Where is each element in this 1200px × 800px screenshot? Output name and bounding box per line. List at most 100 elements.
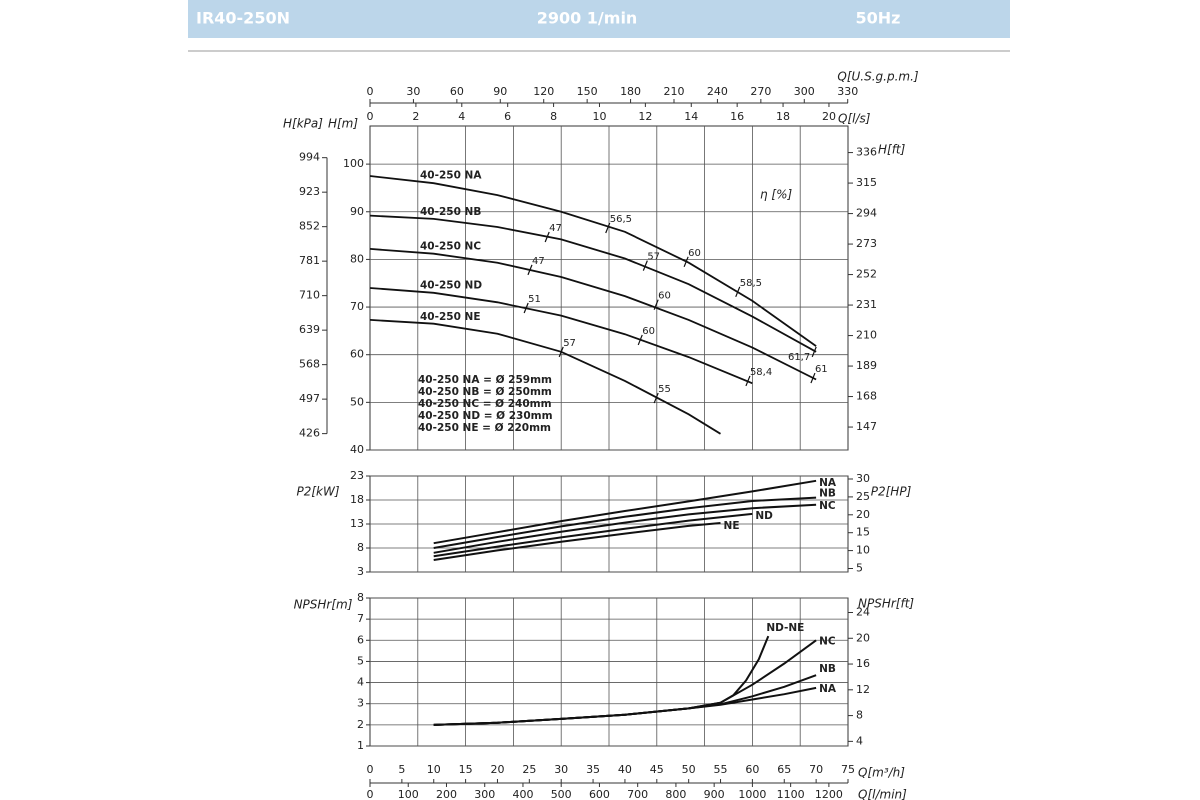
y-tick-label: 40 bbox=[350, 443, 364, 456]
series-label: NE bbox=[724, 520, 740, 532]
efficiency-mark bbox=[544, 231, 550, 243]
frequency: 50Hz bbox=[856, 9, 901, 28]
series-label: 40-250 NE bbox=[420, 311, 481, 323]
curve bbox=[433, 496, 817, 549]
y-tick-label: 5 bbox=[357, 654, 364, 667]
series-label: NC bbox=[819, 635, 836, 647]
axis-label: H[ft] bbox=[878, 143, 906, 157]
x-tick-label: 10 bbox=[592, 110, 606, 123]
curve bbox=[433, 635, 770, 726]
y3-tick-label: 639 bbox=[299, 323, 320, 336]
y-tick-label: 90 bbox=[350, 205, 364, 218]
efficiency-mark bbox=[653, 299, 659, 310]
axis-label: P2[kW] bbox=[296, 485, 339, 499]
x-tick-label: 330 bbox=[837, 85, 858, 98]
efficiency-label: 56,5 bbox=[610, 214, 632, 225]
curve bbox=[369, 175, 817, 347]
efficiency-mark bbox=[642, 260, 648, 271]
efficiency-mark bbox=[810, 372, 816, 384]
x-tick-label: 0 bbox=[367, 763, 374, 776]
model: IR40-250N bbox=[196, 9, 290, 28]
y2-tick-label: 252 bbox=[856, 268, 877, 281]
efficiency-label: 55 bbox=[658, 384, 671, 395]
x-tick-label: 50 bbox=[682, 763, 696, 776]
y2-tick-label: 10 bbox=[856, 544, 870, 557]
series-label: NC bbox=[819, 500, 836, 512]
y2-tick-label: 231 bbox=[856, 298, 877, 311]
y-tick-label: 1 bbox=[357, 739, 364, 752]
y-tick-label: 8 bbox=[357, 541, 364, 554]
y-tick-label: 100 bbox=[343, 157, 364, 170]
series-label: 40-250 NC bbox=[420, 241, 481, 253]
efficiency-mark bbox=[735, 286, 741, 298]
x-tick-label: 8 bbox=[550, 110, 557, 123]
x-tick-label: 400 bbox=[512, 788, 533, 800]
y3-tick-label: 710 bbox=[299, 289, 320, 302]
x-tick-label: 30 bbox=[406, 85, 420, 98]
x-tick-label: 10 bbox=[427, 763, 441, 776]
curve bbox=[433, 479, 817, 545]
x-tick-label: 270 bbox=[750, 85, 771, 98]
x-tick-label: 55 bbox=[714, 763, 728, 776]
y3-tick-label: 923 bbox=[299, 185, 320, 198]
y2-tick-label: 147 bbox=[856, 420, 877, 433]
x-tick-label: 180 bbox=[620, 85, 641, 98]
axis-label: Q[m³/h] bbox=[858, 766, 905, 780]
impeller-note: 40-250 NE = Ø 220mm bbox=[418, 422, 551, 434]
y2-tick-label: 30 bbox=[856, 472, 870, 485]
x-tick-label: 800 bbox=[665, 788, 686, 800]
y2-tick-label: 15 bbox=[856, 526, 870, 539]
y-tick-label: 6 bbox=[357, 633, 364, 646]
y2-tick-label: 24 bbox=[856, 605, 870, 618]
y2-tick-label: 4 bbox=[856, 734, 863, 747]
axis-label: P2[HP] bbox=[871, 485, 912, 499]
x-tick-label: 700 bbox=[627, 788, 648, 800]
efficiency-label: 60 bbox=[688, 248, 701, 259]
impeller-note: 40-250 NC = Ø 240mm bbox=[418, 398, 552, 410]
efficiency-label: 61,7 bbox=[788, 352, 810, 363]
efficiency-label: 57 bbox=[647, 252, 660, 263]
y3-tick-label: 497 bbox=[299, 392, 320, 405]
series-label: NA bbox=[819, 683, 837, 695]
series-label: NA bbox=[819, 477, 837, 489]
axis-label: Q[l/min] bbox=[858, 788, 907, 800]
y2-tick-label: 16 bbox=[856, 657, 870, 670]
efficiency-mark bbox=[637, 334, 643, 346]
efficiency-label: 51 bbox=[528, 294, 541, 305]
y-tick-label: 50 bbox=[350, 395, 364, 408]
x-tick-label: 500 bbox=[551, 788, 572, 800]
x-tick-label: 60 bbox=[745, 763, 759, 776]
x-tick-label: 45 bbox=[650, 763, 664, 776]
y2-tick-label: 8 bbox=[856, 709, 863, 722]
x-tick-label: 300 bbox=[474, 788, 495, 800]
x-tick-label: 25 bbox=[522, 763, 536, 776]
y-tick-label: 23 bbox=[350, 469, 364, 482]
series-label: NB bbox=[819, 488, 836, 500]
x-tick-label: 210 bbox=[663, 85, 684, 98]
efficiency-label: 60 bbox=[642, 326, 655, 337]
x-tick-label: 0 bbox=[367, 788, 374, 800]
x-tick-label: 900 bbox=[704, 788, 725, 800]
y2-tick-label: 12 bbox=[856, 683, 870, 696]
x-tick-label: 4 bbox=[458, 110, 465, 123]
y2-tick-label: 25 bbox=[856, 490, 870, 503]
x-tick-label: 0 bbox=[367, 110, 374, 123]
x-tick-label: 12 bbox=[638, 110, 652, 123]
curve bbox=[369, 214, 817, 353]
efficiency-label: η [%] bbox=[760, 188, 793, 202]
y-tick-label: 3 bbox=[357, 697, 364, 710]
x-tick-label: 100 bbox=[398, 788, 419, 800]
x-tick-label: 14 bbox=[684, 110, 698, 123]
series-label: ND-NE bbox=[766, 622, 804, 634]
x-tick-label: 60 bbox=[450, 85, 464, 98]
curve bbox=[433, 512, 753, 558]
axis-label: NPSHr[ft] bbox=[858, 597, 914, 611]
efficiency-label: 58,5 bbox=[740, 278, 762, 289]
x-tick-label: 5 bbox=[398, 763, 405, 776]
y3-tick-label: 852 bbox=[299, 220, 320, 233]
x-tick-label: 15 bbox=[459, 763, 473, 776]
series-label: ND bbox=[755, 510, 773, 522]
efficiency-mark bbox=[605, 222, 611, 234]
x-tick-label: 6 bbox=[504, 110, 511, 123]
